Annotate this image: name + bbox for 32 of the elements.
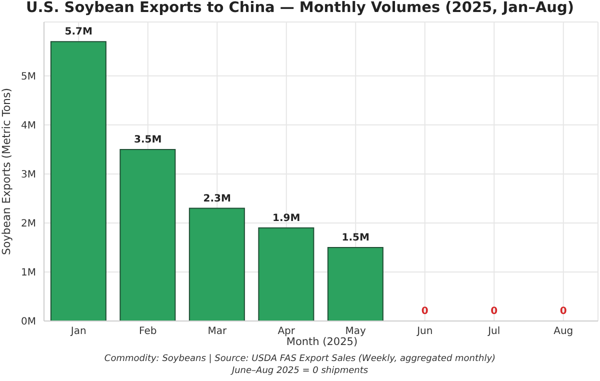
data-label: 1.9M — [272, 212, 300, 224]
data-label: 1.5M — [342, 232, 370, 244]
bar — [188, 208, 245, 321]
data-label: 0 — [560, 306, 567, 317]
data-label: 0 — [490, 306, 498, 317]
x-tick-label: Aug — [554, 326, 574, 338]
x-tick-label: Jun — [416, 326, 433, 338]
chart-title: U.S. Soybean Exports to China — Monthly Volumes (2025, Jan–Aug) — [24, 0, 576, 16]
x-tick-label: Feb — [139, 326, 157, 338]
data-label: 2.3M — [203, 193, 232, 204]
bar — [120, 148, 176, 321]
y-axis-title: Soybean Exports (Metric Tons) — [0, 88, 13, 255]
x-tick-label: Jan — [70, 326, 86, 338]
y-tick-label: 3M — [21, 170, 36, 180]
bar — [258, 227, 314, 321]
text: Commodity: Soybeans | Source: USDA FAS Export Sales (Weekly, aggregated monthly) — [103, 353, 497, 365]
y-tick-label: 2M — [21, 218, 36, 230]
y-tick-label: 4M — [21, 120, 36, 132]
text: June–Aug 2025 = 0 shipments — [230, 365, 370, 377]
y-tick-label: 1M — [21, 268, 36, 279]
x-tick-label: Apr — [278, 326, 296, 338]
x-tick-label: May — [345, 326, 366, 338]
x-axis-title: Month (2025) — [286, 336, 358, 348]
data-label: 5.7M — [64, 26, 93, 38]
y-tick-label: 5M — [21, 71, 36, 82]
x-tick-label: Jul — [487, 326, 500, 338]
bar — [50, 41, 106, 321]
y-tick-label: 0M — [21, 316, 36, 328]
data-label: 0 — [421, 306, 428, 317]
data-label: 3.5M — [134, 134, 162, 146]
bar — [327, 246, 384, 321]
x-tick-label: Mar — [208, 326, 228, 338]
